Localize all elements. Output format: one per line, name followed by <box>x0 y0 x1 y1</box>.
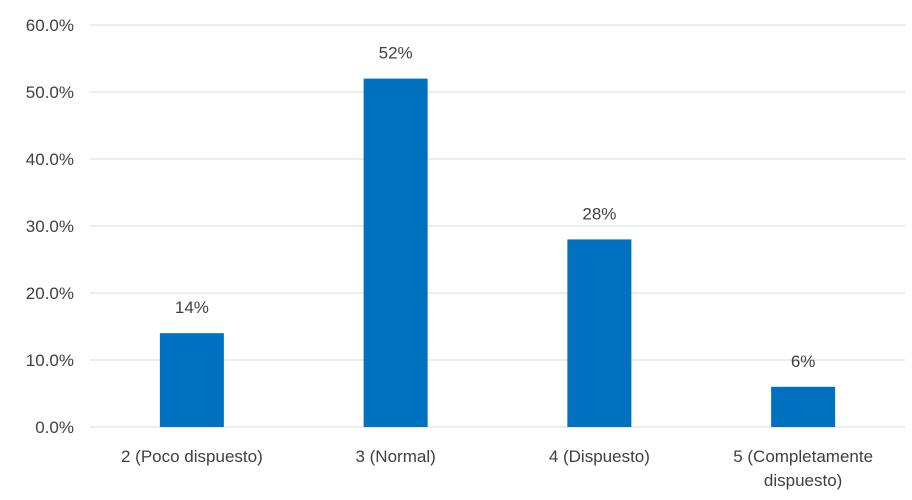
x-tick-label: 5 (Completamente dispuesto) <box>733 447 873 490</box>
y-tick-label: 50.0% <box>26 83 74 102</box>
y-tick-label: 40.0% <box>26 150 74 169</box>
bars <box>159 78 836 427</box>
gridlines <box>90 24 905 428</box>
y-tick-label: 20.0% <box>26 284 74 303</box>
y-tick-label: 10.0% <box>26 351 74 370</box>
data-label: 14% <box>175 298 209 317</box>
y-tick-label: 0.0% <box>35 418 74 437</box>
data-label: 28% <box>582 204 616 223</box>
data-label: 6% <box>791 352 816 371</box>
y-tick-label: 60.0% <box>26 16 74 35</box>
x-tick-label: 3 (Normal) <box>355 447 435 466</box>
bar <box>363 78 428 427</box>
bar <box>159 333 224 427</box>
bar <box>771 386 836 427</box>
y-axis-tick-labels: 0.0% 10.0% 20.0% 30.0% 40.0% 50.0% 60.0% <box>26 16 74 437</box>
x-tick-label: 4 (Dispuesto) <box>549 447 650 466</box>
x-axis-tick-labels: 2 (Poco dispuesto) 3 (Normal) 4 (Dispuesto… <box>121 447 873 490</box>
data-labels: 14% 52% 28% 6% <box>175 44 816 371</box>
y-tick-label: 30.0% <box>26 217 74 236</box>
x-tick-label: 2 (Poco dispuesto) <box>121 447 263 466</box>
bar <box>567 239 632 427</box>
data-label: 52% <box>379 44 413 63</box>
